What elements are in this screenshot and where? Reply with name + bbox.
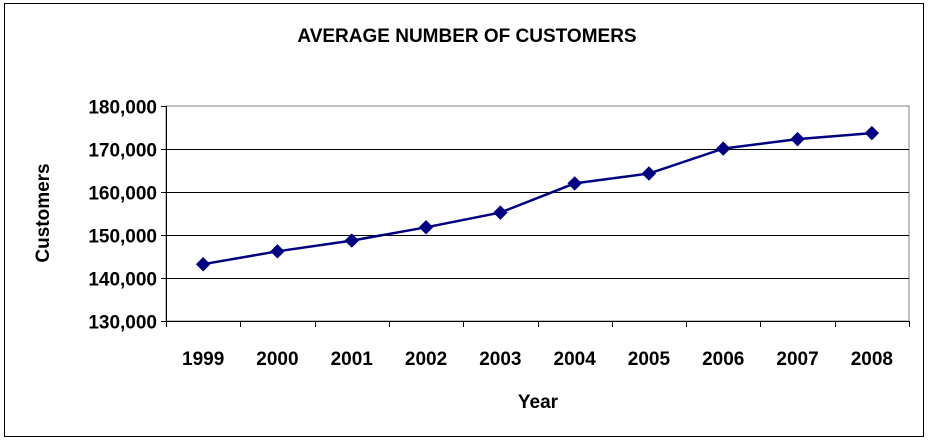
data-point-marker xyxy=(270,244,285,259)
x-tick-label: 2005 xyxy=(628,349,671,370)
x-tick-label: 2000 xyxy=(256,349,298,370)
data-point-marker xyxy=(418,220,434,235)
x-tick-label: 2003 xyxy=(479,349,521,370)
data-point-marker xyxy=(493,205,508,220)
y-tick-label: 140,000 xyxy=(88,270,157,291)
x-axis: 1999 2000 2001 2002 2003 2004 2005 2006 2007 2008 xyxy=(166,321,910,370)
x-tick-label: 2008 xyxy=(851,349,893,370)
x-tick-label: 2006 xyxy=(702,349,744,370)
data-point-marker xyxy=(567,176,582,191)
data-point-marker xyxy=(716,141,731,156)
y-axis: 130,000 140,000 150,000 160,000 170,000 180,0… xyxy=(88,98,167,334)
chart-title: AVERAGE NUMBER OF CUSTOMERS xyxy=(297,26,636,47)
y-axis-title: Customers xyxy=(33,163,54,262)
data-point-marker xyxy=(790,131,805,147)
y-tick-label: 150,000 xyxy=(88,227,157,248)
y-tick-label: 130,000 xyxy=(88,313,157,334)
x-axis-title: Year xyxy=(518,392,559,413)
data-point-marker xyxy=(344,233,359,248)
data-point-marker xyxy=(641,166,657,181)
x-tick-label: 2007 xyxy=(776,349,818,370)
x-tick-label: 2002 xyxy=(405,349,447,370)
x-tick-label: 2001 xyxy=(331,349,374,370)
series-line xyxy=(202,131,873,266)
x-tick-label: 2004 xyxy=(554,349,597,370)
x-tick-label: 1999 xyxy=(182,349,224,370)
series-layer xyxy=(195,125,880,272)
data-point-marker xyxy=(195,257,211,272)
data-point-marker xyxy=(864,125,880,141)
y-tick-label: 180,000 xyxy=(88,98,157,119)
y-tick-label: 160,000 xyxy=(88,184,157,205)
y-tick-label: 170,000 xyxy=(88,141,157,162)
